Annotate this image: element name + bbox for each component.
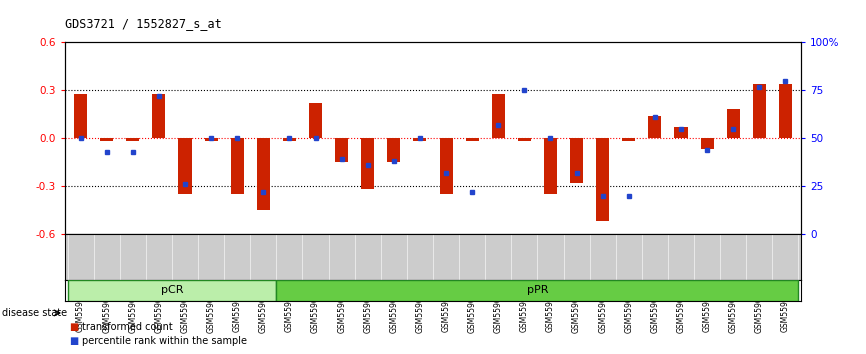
Bar (675, 127, 688, 138)
Bar (623, 138, 636, 141)
Bar (466, 138, 479, 141)
Text: transformed count: transformed count (82, 322, 173, 332)
Bar (701, 138, 714, 149)
Bar (440, 138, 453, 194)
Text: pPR: pPR (527, 285, 548, 295)
Bar (204, 138, 217, 141)
Bar (727, 109, 740, 138)
Bar (276, 280, 798, 301)
Bar (413, 138, 426, 141)
Bar (649, 116, 662, 138)
Bar (779, 84, 792, 138)
Bar (257, 138, 270, 210)
Bar (309, 103, 322, 138)
Bar (492, 93, 505, 138)
Text: disease state: disease state (2, 308, 67, 318)
Bar (68, 280, 276, 301)
Bar (387, 138, 400, 162)
Text: pCR: pCR (161, 285, 184, 295)
Text: ■: ■ (69, 322, 79, 332)
Bar (596, 138, 609, 221)
Bar (283, 138, 296, 141)
Bar (361, 138, 374, 189)
Bar (230, 138, 243, 194)
Text: ■: ■ (69, 336, 79, 346)
Bar (100, 138, 113, 141)
Bar (178, 138, 191, 194)
Bar (152, 93, 165, 138)
Bar (335, 138, 348, 162)
Bar (544, 138, 557, 194)
Bar (518, 138, 531, 141)
Bar (753, 84, 766, 138)
Bar (126, 138, 139, 141)
Bar (74, 93, 87, 138)
Text: GDS3721 / 1552827_s_at: GDS3721 / 1552827_s_at (65, 17, 222, 30)
Text: percentile rank within the sample: percentile rank within the sample (82, 336, 248, 346)
Bar (570, 138, 583, 183)
